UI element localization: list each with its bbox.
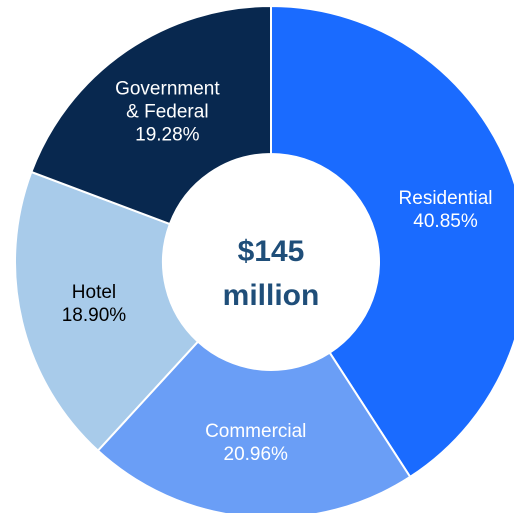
- slice-label: Residential 40.85%: [376, 187, 514, 233]
- slice-label: Commercial 20.96%: [186, 420, 326, 466]
- slice-name: Commercial: [205, 421, 307, 443]
- slice-value: 20.96%: [223, 444, 288, 466]
- slice-label: Hotel 18.90%: [24, 281, 164, 327]
- donut-hole: [163, 154, 379, 370]
- slice-value: 18.90%: [61, 305, 127, 327]
- center-label: $145 million: [222, 235, 320, 312]
- slice-value: 19.28%: [135, 124, 200, 146]
- slice-name: Residential: [398, 188, 493, 210]
- slice-label: Government & Federal 19.28%: [106, 78, 228, 147]
- slice-name: Government & Federal: [115, 78, 220, 123]
- slice-name: Hotel: [71, 282, 117, 304]
- slice-value: 40.85%: [413, 211, 478, 233]
